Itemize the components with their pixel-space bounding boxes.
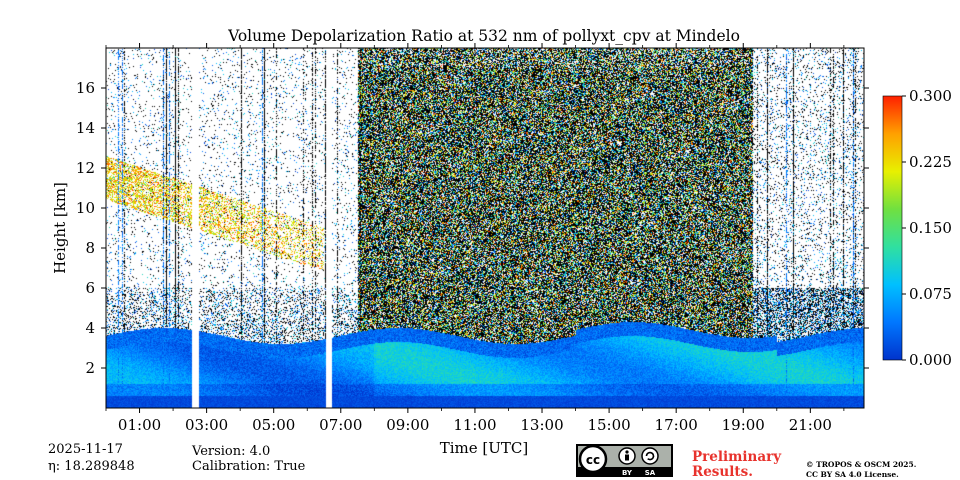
y-tick-label: 14 (76, 119, 95, 137)
x-tick-label: 17:00 (655, 416, 698, 434)
colorbar-tick-label: 0.300 (909, 87, 952, 105)
colorbar-ticks: 0.000 0.075 0.150 0.225 0.300 (902, 87, 952, 369)
plot-area (106, 48, 864, 408)
license-label: CC BY SA 4.0 License. (806, 470, 899, 479)
x-tick-label: 15:00 (587, 416, 630, 434)
x-tick-label: 11:00 (453, 416, 496, 434)
chart-title: Volume Depolarization Ratio at 532 nm of… (227, 27, 740, 45)
y-tick-label: 2 (85, 359, 95, 377)
results-label: Results. (692, 464, 753, 480)
cc-logo-text: cc (586, 453, 600, 467)
sa-share-alike-icon (641, 447, 659, 465)
version-label: Version: 4.0 (191, 444, 270, 459)
y-tick-label: 4 (85, 319, 95, 337)
y-axis: 2 4 6 8 10 12 14 16 (76, 79, 869, 377)
y-tick-label: 12 (76, 159, 95, 177)
cc-license-badge: cc BY SA (576, 444, 673, 477)
colorbar-tick-label: 0.000 (909, 351, 952, 369)
y-axis-label: Height [km] (51, 182, 69, 274)
plot-frame (105, 47, 865, 409)
x-tick-label: 03:00 (185, 416, 228, 434)
colorbar-tick-label: 0.075 (909, 285, 952, 303)
by-label: BY (622, 469, 633, 477)
copyright-label: © TROPOS & OSCM 2025. (806, 460, 916, 469)
x-tick-label: 13:00 (520, 416, 563, 434)
by-body (625, 454, 629, 461)
y-tick-label: 10 (76, 199, 95, 217)
colorbar-tick-label: 0.225 (909, 153, 952, 171)
x-axis-label: Time [UTC] (440, 439, 529, 457)
depolarization-heatmap (106, 48, 864, 408)
cc-logo-icon (578, 444, 608, 474)
x-tick-label: 07:00 (319, 416, 362, 434)
x-tick-label: 05:00 (252, 416, 295, 434)
by-head (625, 450, 629, 454)
x-tick-label: 09:00 (386, 416, 429, 434)
date-label: 2025-11-17 (48, 442, 123, 457)
x-axis: 01:00 03:00 05:00 07:00 09:00 11:00 13:00 15:00… (105, 43, 845, 434)
eta-label: η: 18.289848 (48, 459, 135, 474)
y-tick-label: 6 (85, 279, 95, 297)
x-tick-label: 19:00 (722, 416, 765, 434)
colorbar (883, 96, 902, 360)
x-tick-label: 01:00 (118, 416, 161, 434)
preliminary-label: Preliminary (692, 449, 782, 465)
colorbar-tick-label: 0.150 (909, 219, 952, 237)
y-tick-label: 16 (76, 79, 95, 97)
sa-arrow (645, 451, 655, 461)
y-tick-label: 8 (85, 239, 95, 257)
sa-label: SA (645, 469, 656, 477)
calibration-label: Calibration: True (192, 459, 306, 474)
x-tick-label: 21:00 (789, 416, 832, 434)
